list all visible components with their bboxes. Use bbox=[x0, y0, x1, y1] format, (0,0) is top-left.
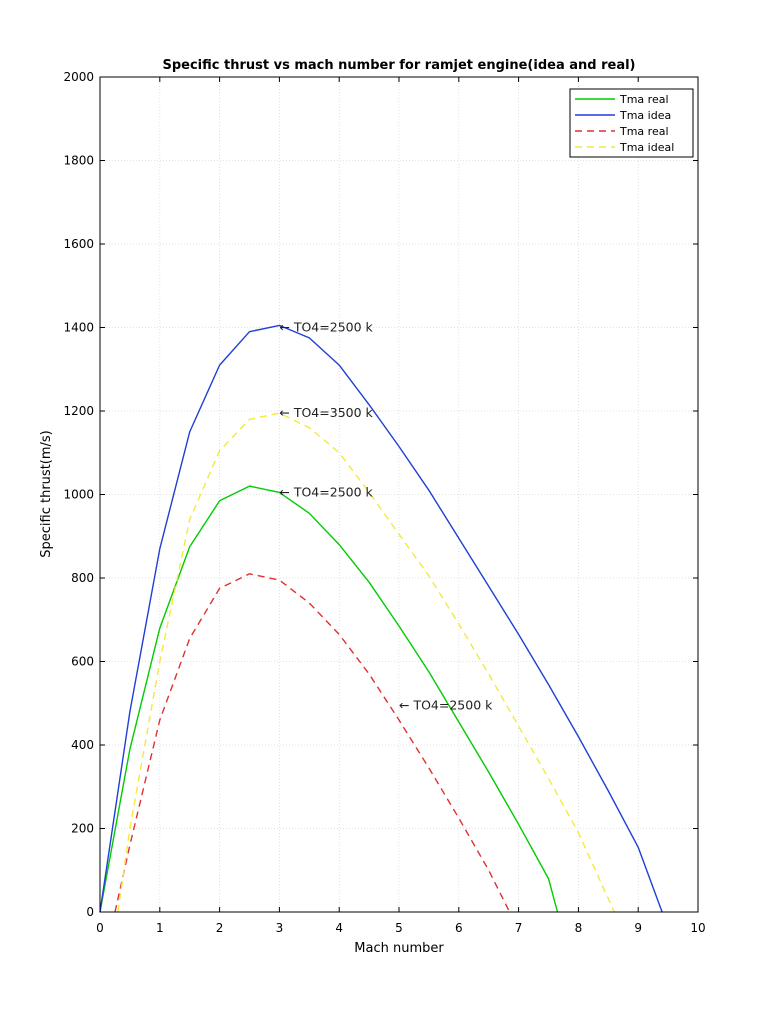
series-line-1 bbox=[99, 485, 559, 913]
y-axis-label: Specific thrust(m/s) bbox=[39, 430, 54, 557]
chart-title: Specific thrust vs mach number for ramje… bbox=[162, 58, 635, 73]
legend-entry: Tma real bbox=[619, 93, 669, 106]
y-tick-label: 1000 bbox=[63, 488, 94, 502]
legend-entry: Tma real bbox=[619, 125, 669, 138]
y-tick-label: 400 bbox=[71, 738, 94, 752]
annotations: ← TO4=2500 k ← TO4=3500 k ← TO4=2500 k ← TO… bbox=[279, 320, 493, 713]
series-line-4 bbox=[117, 412, 615, 913]
series-line-3 bbox=[114, 573, 511, 913]
y-tick-label: 800 bbox=[71, 571, 94, 585]
grid bbox=[100, 77, 698, 912]
ticks: 0 1 2 3 4 5 6 7 8 9 10 0 200 400 600 800 1000 1200 1400 160… bbox=[63, 70, 705, 935]
y-tick-label: 2000 bbox=[63, 70, 94, 84]
y-tick-label: 0 bbox=[86, 905, 94, 919]
annotation-3: ← TO4=2500 k bbox=[279, 484, 373, 499]
series-lines bbox=[99, 324, 663, 913]
legend-entry: Tma ideal bbox=[619, 141, 674, 154]
series-line-2 bbox=[99, 324, 663, 913]
legend: Tma real Tma idea Tma real Tma ideal bbox=[569, 88, 694, 158]
x-tick-label: 3 bbox=[276, 921, 284, 935]
legend-box bbox=[569, 88, 694, 158]
x-tick-label: 4 bbox=[335, 921, 343, 935]
y-tick-label: 600 bbox=[71, 655, 94, 669]
y-tick-label: 1400 bbox=[63, 321, 94, 335]
y-tick-label: 1600 bbox=[63, 237, 94, 251]
x-tick-label: 5 bbox=[395, 921, 403, 935]
x-tick-label: 9 bbox=[634, 921, 642, 935]
x-tick-label: 0 bbox=[96, 921, 104, 935]
legend-entry: Tma idea bbox=[619, 109, 671, 122]
x-tick-label: 10 bbox=[690, 921, 705, 935]
annotation-2: ← TO4=3500 k bbox=[279, 405, 373, 420]
x-tick-label: 7 bbox=[515, 921, 523, 935]
x-tick-label: 2 bbox=[216, 921, 224, 935]
x-tick-label: 1 bbox=[156, 921, 164, 935]
annotation-1: ← TO4=2500 k bbox=[279, 320, 373, 335]
y-tick-label: 200 bbox=[71, 822, 94, 836]
x-tick-label: 8 bbox=[575, 921, 583, 935]
annotation-4: ← TO4=2500 k bbox=[399, 697, 493, 712]
x-axis-label: Mach number bbox=[354, 941, 444, 956]
x-tick-label: 6 bbox=[455, 921, 463, 935]
y-tick-label: 1800 bbox=[63, 154, 94, 168]
y-tick-label: 1200 bbox=[63, 404, 94, 418]
